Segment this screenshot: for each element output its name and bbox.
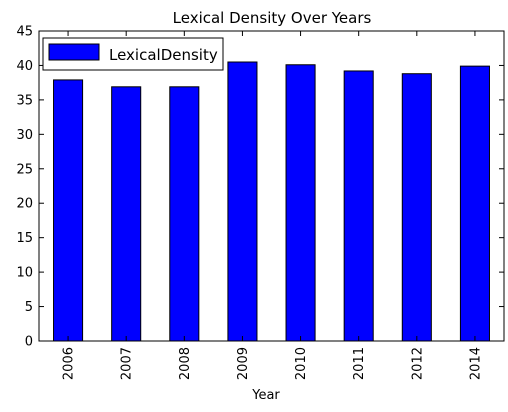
legend-label: LexicalDensity <box>109 46 218 64</box>
x-tick-label: 2011 <box>352 347 367 380</box>
x-tick-label: 2008 <box>178 347 193 380</box>
bar-2009 <box>227 61 258 342</box>
bar-2007 <box>111 86 142 342</box>
x-tick-label: 2006 <box>62 347 77 380</box>
y-tick-label: 40 <box>16 59 33 74</box>
y-tick-label: 20 <box>16 197 33 212</box>
y-tick-label: 25 <box>16 162 33 177</box>
y-tick-label: 0 <box>25 335 33 350</box>
bar-2006 <box>53 79 84 342</box>
y-tick-label: 45 <box>16 25 33 40</box>
bars-group <box>53 61 490 342</box>
x-tick-label: 2007 <box>120 347 135 380</box>
bar-2011 <box>343 70 374 342</box>
legend-swatch <box>48 43 100 61</box>
y-axis: 0 5 10 15 20 25 30 35 40 45 <box>16 25 504 350</box>
bar-2010 <box>285 64 316 342</box>
plot-frame <box>38 30 505 342</box>
chart-title: Lexical Density Over Years <box>173 9 372 27</box>
x-tick-label: 2009 <box>236 347 251 380</box>
y-tick-label: 35 <box>16 93 33 108</box>
x-tick-label: 2012 <box>410 347 425 380</box>
x-tick-label: 2014 <box>468 347 483 380</box>
x-axis-label: Year <box>251 388 280 403</box>
y-tick-label: 30 <box>16 128 33 143</box>
x-tick-label: 2010 <box>294 347 309 380</box>
legend: LexicalDensity <box>42 37 224 71</box>
y-tick-label: 15 <box>16 231 33 246</box>
y-tick-label: 5 <box>25 300 33 315</box>
x-axis: 2006 2007 2008 2009 2010 2011 2012 2014 <box>62 31 483 380</box>
y-tick-label: 10 <box>16 266 33 281</box>
bar-2008 <box>169 86 200 342</box>
bar-2014 <box>459 65 490 342</box>
bar-2012 <box>401 73 432 342</box>
